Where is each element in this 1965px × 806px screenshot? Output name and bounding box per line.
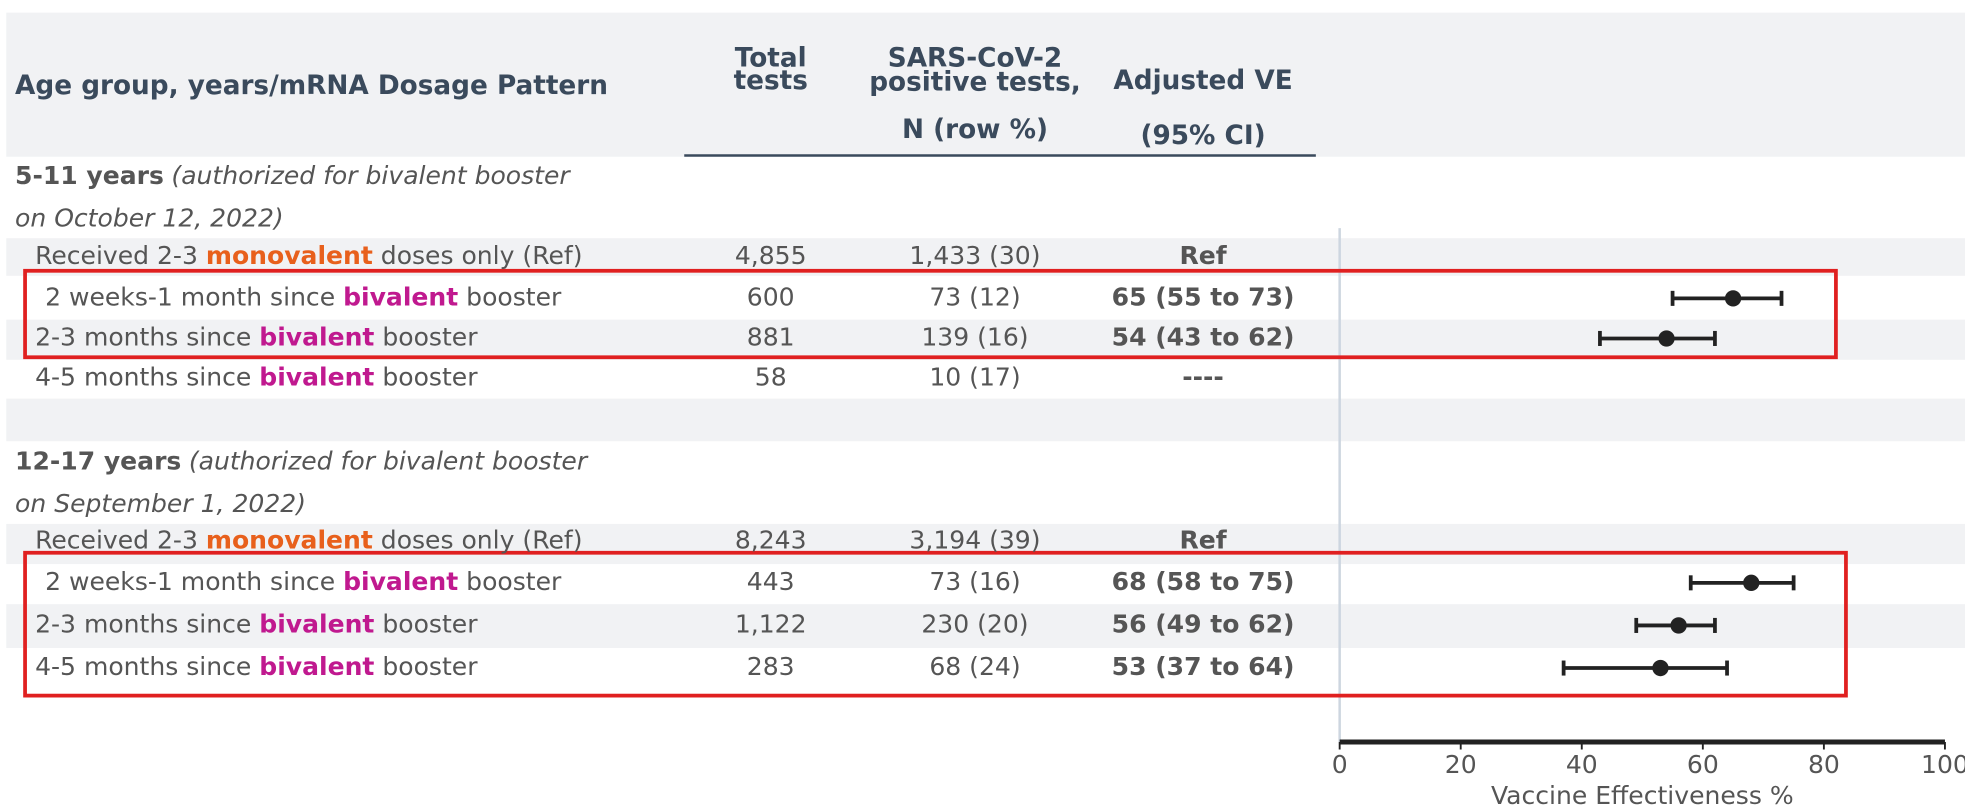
positive-tests: 1,433 (30) bbox=[909, 241, 1040, 270]
group-note: (authorized for bivalent booster bbox=[189, 447, 589, 476]
total-tests: 4,855 bbox=[735, 241, 807, 270]
label-highlight: monovalent bbox=[206, 525, 373, 554]
header: Total bbox=[735, 43, 807, 73]
header: tests bbox=[734, 66, 808, 96]
label-text: doses only (Ref) bbox=[373, 241, 583, 270]
adjusted-ve: 54 (43 to 62) bbox=[1112, 322, 1295, 351]
label-text: 2 weeks-1 month since bbox=[45, 282, 343, 311]
x-tick-label: 20 bbox=[1445, 750, 1477, 779]
x-tick-label: 80 bbox=[1808, 750, 1840, 779]
row-band bbox=[6, 398, 1965, 442]
row-label: Received 2-3 monovalent doses only (Ref) bbox=[35, 241, 582, 270]
row-label: 2 weeks-1 month since bivalent booster bbox=[45, 567, 562, 596]
estimate-dot bbox=[1652, 659, 1669, 677]
total-tests: 443 bbox=[747, 567, 795, 596]
estimate-dot bbox=[1658, 330, 1675, 347]
group-note: on September 1, 2022) bbox=[15, 489, 306, 518]
label-text: Received 2-3 bbox=[35, 525, 206, 554]
x-tick-label: 100 bbox=[1921, 750, 1965, 779]
header: Age group, years/mRNA Dosage Pattern bbox=[15, 71, 608, 101]
row-label: Received 2-3 monovalent doses only (Ref) bbox=[35, 525, 582, 554]
row-label: 2 weeks-1 month since bivalent booster bbox=[45, 282, 562, 311]
group-title: 5-11 years (authorized for bivalent boost… bbox=[15, 161, 571, 190]
header: Adjusted VE bbox=[1113, 66, 1292, 96]
label-text: 4-5 months since bbox=[35, 652, 259, 681]
row-label: 2-3 months since bivalent booster bbox=[35, 609, 478, 638]
row-band bbox=[6, 523, 1965, 565]
total-tests: 1,122 bbox=[735, 609, 807, 638]
row-label: 4-5 months since bivalent booster bbox=[35, 652, 478, 681]
group-note: (authorized for bivalent booster bbox=[171, 161, 571, 190]
total-tests: 600 bbox=[747, 282, 795, 311]
x-tick-label: 0 bbox=[1332, 750, 1348, 779]
x-tick-label: 40 bbox=[1566, 750, 1598, 779]
positive-tests: 10 (17) bbox=[929, 363, 1020, 392]
highlight-box bbox=[23, 550, 1848, 698]
highlight-box bbox=[23, 268, 1838, 360]
group-title: 12-17 years (authorized for bivalent boos… bbox=[15, 447, 589, 476]
estimate-dot bbox=[1724, 290, 1742, 307]
label-highlight: bivalent bbox=[343, 567, 458, 596]
total-tests: 283 bbox=[747, 652, 795, 681]
label-text: booster bbox=[374, 652, 478, 681]
label-text: booster bbox=[458, 567, 562, 596]
label-text: booster bbox=[374, 609, 478, 638]
header: (95% CI) bbox=[1140, 121, 1265, 151]
adjusted-ve: 53 (37 to 64) bbox=[1112, 652, 1295, 681]
label-text: 2-3 months since bbox=[35, 609, 259, 638]
label-text: doses only (Ref) bbox=[373, 525, 583, 554]
label-text: Received 2-3 bbox=[35, 241, 206, 270]
positive-tests: 139 (16) bbox=[921, 322, 1028, 351]
header-band bbox=[6, 12, 1965, 157]
label-highlight: bivalent bbox=[259, 609, 374, 638]
label-text: 4-5 months since bbox=[35, 363, 259, 392]
total-tests: 8,243 bbox=[735, 525, 807, 554]
label-highlight: monovalent bbox=[206, 241, 373, 270]
label-highlight: bivalent bbox=[259, 322, 374, 351]
group-name: 5-11 years bbox=[15, 161, 164, 190]
row-label: 2-3 months since bivalent booster bbox=[35, 322, 478, 351]
positive-tests: 68 (24) bbox=[929, 652, 1020, 681]
total-tests: 58 bbox=[755, 363, 787, 392]
header: positive tests, bbox=[869, 67, 1081, 97]
label-text: booster bbox=[374, 363, 478, 392]
label-text: 2-3 months since bbox=[35, 322, 259, 351]
estimate-dot bbox=[1670, 617, 1687, 634]
label-highlight: bivalent bbox=[259, 363, 374, 392]
positive-tests: 230 (20) bbox=[921, 609, 1028, 638]
adjusted-ve: Ref bbox=[1179, 525, 1227, 554]
label-text: 2 weeks-1 month since bbox=[45, 567, 343, 596]
positive-tests: 73 (16) bbox=[929, 567, 1020, 596]
group-note: on October 12, 2022) bbox=[15, 203, 284, 232]
x-tick-label: 60 bbox=[1687, 750, 1719, 779]
total-tests: 881 bbox=[747, 322, 795, 351]
header: N (row %) bbox=[902, 115, 1048, 145]
positive-tests: 73 (12) bbox=[929, 282, 1020, 311]
label-text: booster bbox=[374, 322, 478, 351]
adjusted-ve: 65 (55 to 73) bbox=[1112, 282, 1295, 311]
positive-tests: 3,194 (39) bbox=[909, 525, 1040, 554]
group-name: 12-17 years bbox=[15, 447, 181, 476]
header: SARS-CoV-2 bbox=[888, 43, 1062, 73]
label-text: booster bbox=[458, 282, 562, 311]
adjusted-ve: 56 (49 to 62) bbox=[1112, 609, 1295, 638]
x-axis-label: Vaccine Effectiveness % bbox=[1491, 781, 1794, 806]
label-highlight: bivalent bbox=[343, 282, 458, 311]
adjusted-ve: 68 (58 to 75) bbox=[1112, 567, 1295, 596]
label-highlight: bivalent bbox=[259, 652, 374, 681]
row-label: 4-5 months since bivalent booster bbox=[35, 363, 478, 392]
adjusted-ve: ---- bbox=[1182, 363, 1224, 392]
adjusted-ve: Ref bbox=[1179, 241, 1227, 270]
estimate-dot bbox=[1743, 574, 1760, 591]
